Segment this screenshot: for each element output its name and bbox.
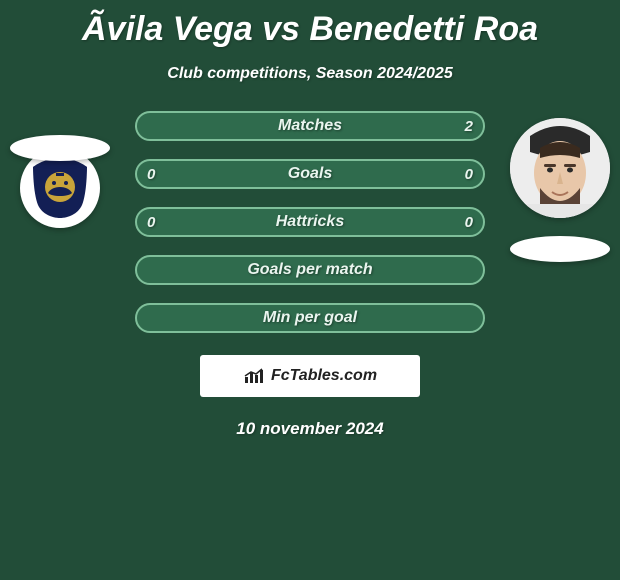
stat-left-value: 0 xyxy=(147,209,155,235)
snapshot-date: 10 november 2024 xyxy=(0,419,620,439)
right-player-column xyxy=(510,118,610,262)
comparison-arena: Matches 2 0 Goals 0 0 Hattricks 0 Goals … xyxy=(0,111,620,439)
season-subtitle: Club competitions, Season 2024/2025 xyxy=(0,65,620,83)
stat-row-min-per-goal: Min per goal xyxy=(135,303,485,333)
stat-left-value: 0 xyxy=(147,161,155,187)
page-title: Ãvila Vega vs Benedetti Roa xyxy=(0,0,620,49)
stat-label: Goals xyxy=(288,165,332,183)
stat-row-hattricks: 0 Hattricks 0 xyxy=(135,207,485,237)
stat-label: Matches xyxy=(278,117,342,135)
stat-row-goals-per-match: Goals per match xyxy=(135,255,485,285)
stat-row-matches: Matches 2 xyxy=(135,111,485,141)
stat-label: Hattricks xyxy=(276,213,344,231)
right-player-avatar xyxy=(510,118,610,218)
stat-right-value: 0 xyxy=(465,209,473,235)
stat-label: Min per goal xyxy=(263,309,357,327)
stat-right-value: 2 xyxy=(465,113,473,139)
bar-chart-icon xyxy=(243,367,265,385)
stat-label: Goals per match xyxy=(247,261,372,279)
club-crest-icon xyxy=(32,157,88,219)
avatar-face-icon xyxy=(510,118,610,218)
branding-badge: FcTables.com xyxy=(200,355,420,397)
branding-text: FcTables.com xyxy=(271,367,377,385)
stat-right-value: 0 xyxy=(465,161,473,187)
stat-row-goals: 0 Goals 0 xyxy=(135,159,485,189)
right-player-club-placeholder xyxy=(510,236,610,262)
left-player-avatar-placeholder xyxy=(10,135,110,161)
left-player-column xyxy=(10,118,110,228)
